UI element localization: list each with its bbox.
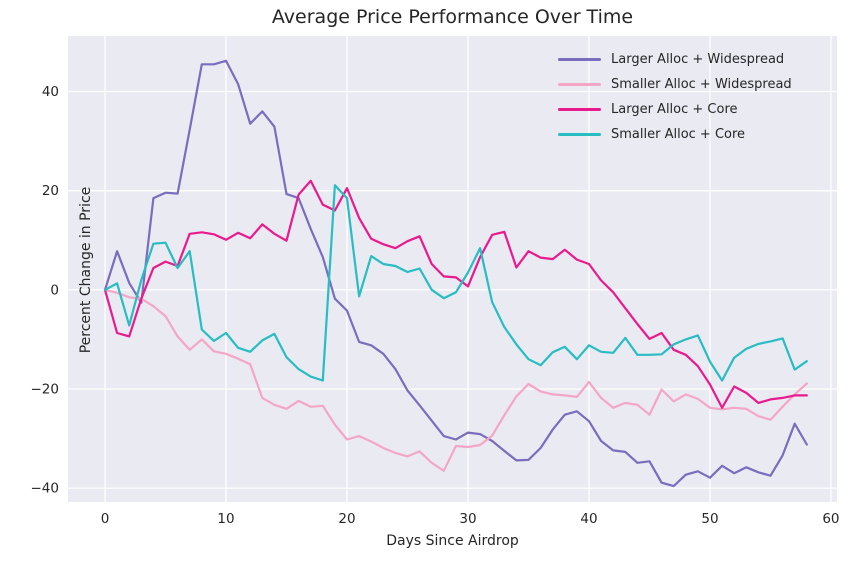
legend-item: Larger Alloc + Core (558, 97, 792, 122)
y-tick-label: 20 (42, 183, 59, 199)
x-tick-label: 50 (701, 511, 718, 527)
series-line-smaller-alloc-widespread (103, 288, 808, 472)
series-line-larger-alloc-core (103, 179, 808, 409)
legend-swatch-line (558, 83, 601, 86)
y-tick-label: 0 (50, 282, 59, 298)
y-tick-label: −20 (31, 381, 60, 397)
legend-swatch-line (558, 133, 601, 136)
x-tick-label: 40 (580, 511, 597, 527)
chart-title: Average Price Performance Over Time (271, 6, 634, 28)
x-axis-label: Days Since Airdrop (386, 533, 519, 549)
legend-swatch-line (558, 58, 601, 61)
plot-area (68, 36, 837, 502)
legend-swatch-line (558, 108, 601, 111)
series-line-larger-alloc-widespread (103, 59, 808, 488)
x-tick-label: 60 (822, 511, 839, 527)
legend-label: Smaller Alloc + Core (611, 127, 746, 142)
legend: Larger Alloc + Widespread Smaller Alloc +… (558, 47, 792, 147)
legend-item: Smaller Alloc + Widespread (558, 72, 792, 97)
legend-item: Larger Alloc + Widespread (558, 47, 792, 72)
y-tick-label: 40 (42, 84, 59, 100)
x-tick-label: 10 (217, 511, 234, 527)
legend-item: Smaller Alloc + Core (558, 122, 792, 147)
x-tick-label: 20 (338, 511, 355, 527)
y-tick-label: −40 (31, 481, 60, 497)
legend-label: Larger Alloc + Core (611, 102, 738, 117)
x-tick-label: 30 (459, 511, 476, 527)
legend-label: Larger Alloc + Widespread (611, 52, 785, 67)
x-tick-label: 0 (101, 511, 110, 527)
series-line-smaller-alloc-core (103, 184, 808, 382)
y-axis-label: Percent Change in Price (78, 186, 94, 354)
legend-label: Smaller Alloc + Widespread (611, 77, 792, 92)
